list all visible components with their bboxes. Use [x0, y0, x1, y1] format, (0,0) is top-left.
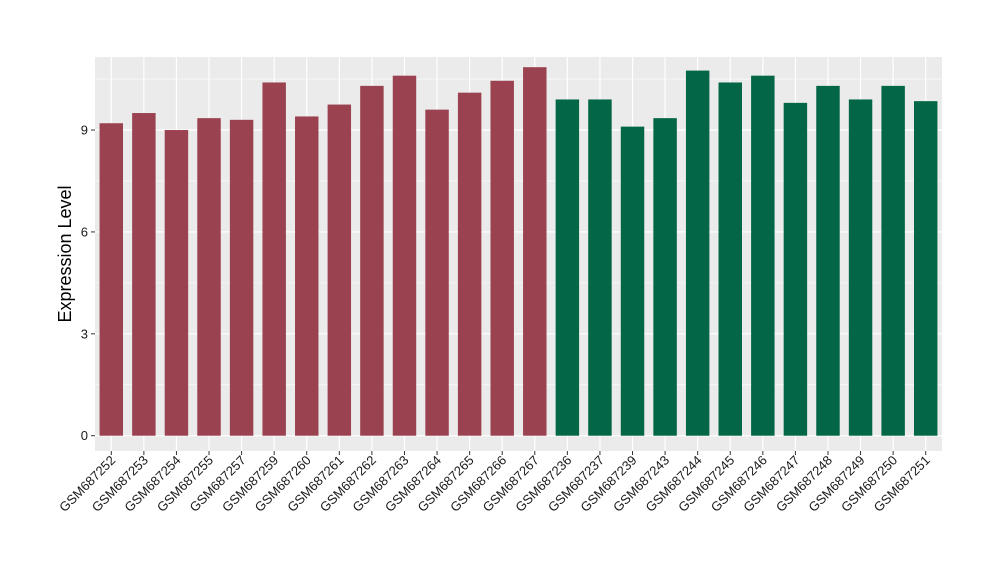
bar-GSM687246: [751, 75, 775, 436]
bar-GSM687259: [262, 82, 286, 436]
y-tick-label: 6: [81, 224, 88, 239]
bar-GSM687257: [229, 119, 254, 436]
y-axis-label: Expression Level: [55, 185, 75, 322]
y-tick-label: 9: [81, 123, 88, 138]
y-tick-label: 3: [81, 326, 88, 341]
bar-GSM687266: [490, 80, 514, 436]
bar-layer: [99, 67, 938, 436]
bar-GSM687249: [848, 99, 873, 436]
bar-GSM687254: [164, 130, 189, 436]
bar-GSM687243: [653, 118, 677, 436]
bar-GSM687255: [197, 118, 221, 436]
bar-GSM687245: [718, 82, 742, 436]
bar-GSM687251: [913, 101, 938, 436]
bar-GSM687260: [295, 116, 319, 436]
bar-GSM687244: [685, 70, 710, 436]
plot-panel: [95, 57, 942, 451]
bar-GSM687236: [555, 99, 580, 436]
bar-GSM687248: [816, 85, 840, 436]
bar-GSM687261: [327, 104, 352, 436]
bar-GSM687237: [588, 99, 612, 436]
y-tick-label: 0: [81, 428, 88, 443]
bar-GSM687263: [392, 75, 417, 436]
x-axis: GSM687252GSM687253GSM687254GSM687255GSM6…: [56, 451, 933, 515]
bar-GSM687253: [132, 113, 156, 436]
bar-GSM687247: [783, 102, 808, 436]
bar-GSM687252: [99, 123, 124, 436]
bar-GSM687265: [457, 92, 482, 436]
bar-GSM687264: [425, 109, 449, 436]
bar-GSM687262: [360, 85, 384, 436]
bar-GSM687250: [881, 85, 905, 436]
bar-GSM687267: [523, 67, 547, 436]
y-axis: 0 3 6 9: [81, 123, 95, 443]
bar-GSM687239: [620, 126, 645, 436]
